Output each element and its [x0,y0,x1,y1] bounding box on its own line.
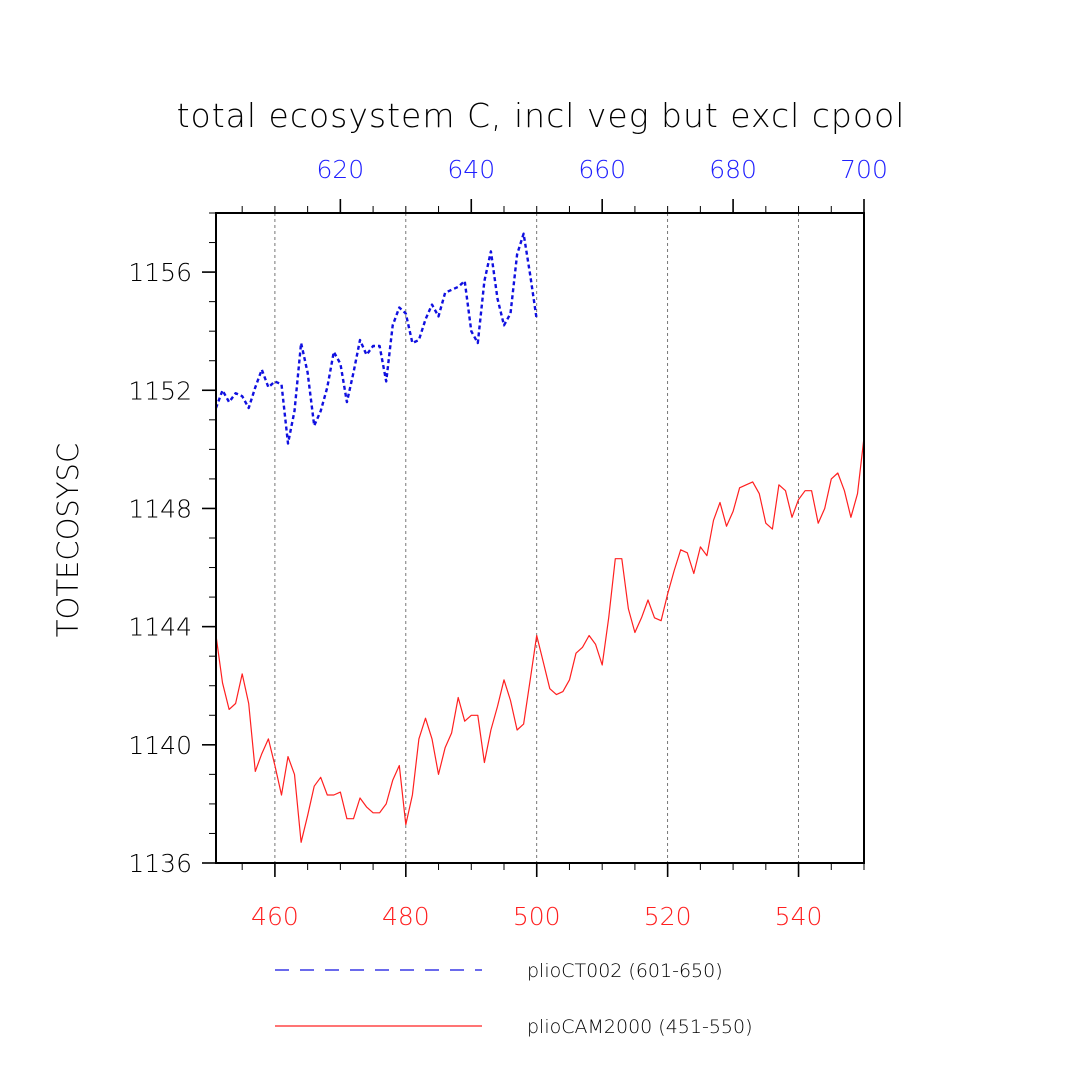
top-tick-label-620: 620 [317,155,365,184]
plot-frame [215,212,865,864]
y-tick-label-1156: 1156 [128,258,192,287]
y-tick-label-1148: 1148 [128,494,192,523]
axis-ticks: 1136 1140 1144 1148 1152 1156 460 480 500 520 540 6… [128,155,887,931]
bottom-tick-label-460: 460 [251,902,299,931]
series-line-1 [215,437,865,843]
legend-label-plioCT002: plioCT002 (601-650) [527,960,723,982]
top-tick-label-640: 640 [447,155,495,184]
bottom-tick-label-520: 520 [644,902,692,931]
series-line-0 [214,232,538,445]
y-axis-label: TOTECOSYSC [51,443,85,637]
legend: plioCT002 (601-650) plioCAM2000 (451-550… [275,960,753,1038]
y-tick-label-1136: 1136 [128,849,192,878]
chart-title: total ecosystem C, incl veg but excl cpo… [177,96,906,135]
top-tick-label-700: 700 [840,155,888,184]
y-tick-label-1144: 1144 [128,613,192,642]
bottom-tick-label-500: 500 [513,902,561,931]
legend-label-plioCAM2000: plioCAM2000 (451-550) [527,1016,753,1038]
y-tick-label-1152: 1152 [128,376,192,405]
series-lines [214,232,865,843]
top-tick-label-660: 660 [578,155,626,184]
bottom-tick-label-480: 480 [382,902,430,931]
grid-lines [274,213,799,863]
top-tick-label-680: 680 [709,155,757,184]
y-tick-label-1140: 1140 [128,731,192,760]
bottom-tick-label-540: 540 [775,902,823,931]
